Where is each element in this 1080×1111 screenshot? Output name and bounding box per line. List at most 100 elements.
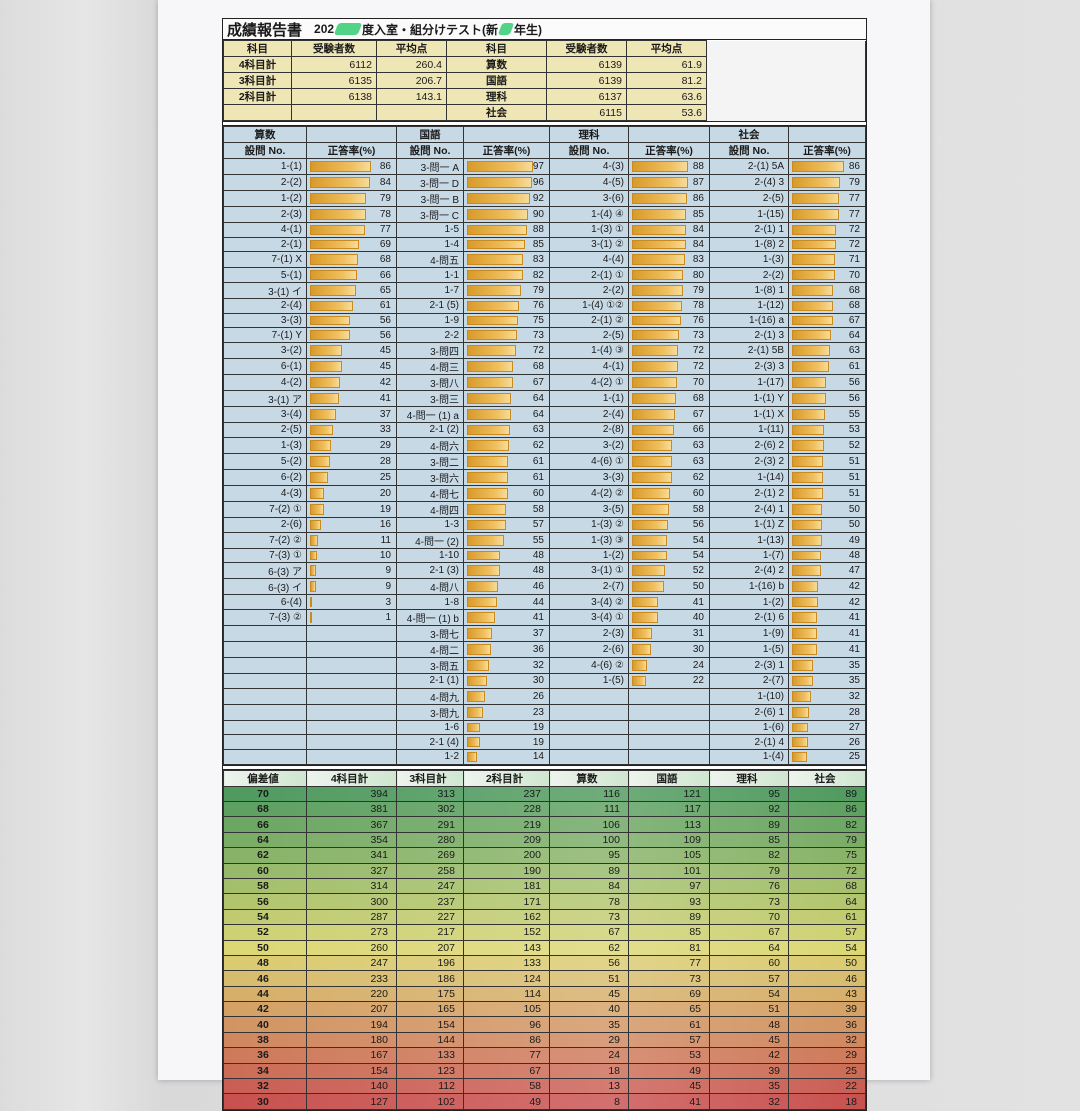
correct-rate-bar (792, 455, 823, 467)
report-title: 成績報告書 (227, 21, 303, 39)
question-no: 4-(3) (549, 158, 629, 175)
correct-rate-cell (628, 748, 710, 765)
deviation-score: 287 (306, 908, 397, 926)
deviation-score: 313 (396, 785, 464, 803)
question-no: 1-(6) (709, 719, 789, 736)
correct-rate-value: 72 (692, 345, 704, 357)
correct-rate-bar (467, 690, 485, 702)
correct-rate-cell (306, 734, 397, 750)
correct-rate-bar (792, 534, 822, 546)
deviation-row: 34 154 123 67 18 49 39 25 (223, 1062, 866, 1080)
question-no: 1-10 (396, 547, 464, 564)
deviation-score: 40 (549, 1001, 629, 1018)
correct-rate-value: 85 (692, 209, 704, 220)
correct-rate-cell: 78 (628, 298, 710, 314)
deviation-score: 18 (549, 1062, 629, 1080)
deviation-score: 64 (709, 939, 789, 956)
correct-rate-cell: 65 (306, 282, 397, 300)
question-row: 4-(3) 20 4-問七 60 4-(2) ② 60 2-(1) 2 51 (223, 484, 866, 502)
deviation-row: 40 194 154 96 35 61 48 36 (223, 1016, 866, 1033)
deviation-score: 41 (628, 1093, 710, 1110)
deviation-score: 133 (396, 1047, 464, 1064)
correct-rate-cell (628, 734, 710, 750)
deviation-score: 186 (396, 970, 464, 987)
summary-value: 53.6 (626, 104, 707, 121)
deviation-score: 53 (628, 1047, 710, 1064)
deviation-score: 67 (709, 924, 789, 941)
question-no: 2-(2) (709, 267, 789, 284)
correct-rate-bar (792, 209, 839, 220)
deviation-score: 165 (396, 1001, 464, 1018)
correct-rate-value: 33 (379, 424, 391, 436)
correct-rate-bar (467, 330, 517, 341)
correct-rate-value: 50 (848, 503, 860, 515)
correct-rate-value: 48 (532, 565, 544, 577)
correct-rate-value: 83 (692, 254, 704, 266)
correct-rate-cell: 26 (463, 687, 550, 705)
correct-rate-cell: 86 (628, 190, 710, 207)
deviation-value: 34 (223, 1062, 307, 1080)
question-no: 2-(5) (223, 422, 307, 438)
correct-rate-cell: 52 (788, 436, 866, 454)
deviation-score: 247 (306, 954, 397, 972)
correct-rate-value: 79 (692, 285, 704, 297)
correct-rate-cell: 22 (628, 672, 710, 689)
deviation-header: 偏差値 (223, 769, 307, 787)
correct-rate-bar (792, 285, 834, 297)
deviation-header: 4科目計 (306, 769, 397, 787)
question-row: 1-(3) 29 4-問六 62 3-(2) 63 2-(6) 2 52 (223, 436, 866, 454)
summary-value (376, 104, 447, 121)
question-no: 3-問八 (396, 374, 464, 392)
correct-rate-cell: 71 (788, 251, 866, 269)
question-no: 7-(2) ② (223, 531, 307, 549)
correct-rate-bar (632, 425, 675, 435)
correct-rate-value: 48 (532, 549, 544, 561)
question-no (549, 703, 629, 721)
correct-rate-bar (310, 439, 331, 451)
correct-rate-value: 32 (532, 659, 544, 671)
question-no: 1-(14) (709, 468, 789, 486)
correct-rate-value: 42 (379, 377, 391, 389)
correct-rate-value: 86 (848, 161, 860, 172)
correct-rate-value: 68 (379, 254, 391, 266)
deviation-score: 237 (396, 893, 464, 910)
question-no: 1-(12) (709, 298, 789, 314)
deviation-score: 327 (306, 862, 397, 879)
deviation-score: 106 (549, 816, 629, 833)
correct-rate-cell: 51 (788, 452, 866, 470)
correct-rate-value: 54 (692, 534, 704, 546)
correct-rate-value: 63 (532, 424, 544, 436)
correct-rate-value: 48 (848, 549, 860, 561)
question-row: 6-(1) 45 4-問三 68 4-(1) 72 2-(3) 3 61 (223, 358, 866, 376)
question-no: 2-(7) (549, 578, 629, 596)
correct-rate-bar (632, 503, 670, 515)
deviation-score: 105 (628, 847, 710, 864)
correct-rate-cell (306, 748, 397, 765)
correct-rate-value: 78 (692, 300, 704, 312)
correct-rate-cell: 25 (306, 468, 397, 486)
correct-rate-cell: 46 (463, 578, 550, 596)
correct-rate-bar (467, 254, 524, 266)
correct-rate-cell: 90 (463, 206, 550, 223)
question-no (223, 748, 307, 765)
correct-rate-cell: 41 (463, 608, 550, 626)
correct-rate-bar (467, 597, 497, 607)
deviation-score: 86 (463, 1031, 550, 1049)
correct-rate-cell: 64 (463, 406, 550, 424)
question-no: 2-(2) (223, 174, 307, 191)
deviation-score: 219 (463, 816, 550, 833)
question-no: 2-(1) 5B (709, 342, 789, 360)
correct-rate-cell: 19 (306, 500, 397, 518)
deviation-score: 273 (306, 924, 397, 941)
question-no: 2-(4) 2 (709, 562, 789, 580)
correct-rate-value: 41 (532, 611, 544, 623)
correct-rate-value: 56 (379, 315, 391, 327)
correct-rate-bar (467, 471, 509, 483)
correct-rate-value: 87 (692, 177, 704, 188)
correct-rate-value: 68 (532, 361, 544, 373)
deviation-score: 45 (549, 985, 629, 1003)
deviation-score: 237 (463, 785, 550, 803)
correct-rate-bar (467, 675, 488, 686)
correct-rate-cell: 47 (788, 562, 866, 580)
correct-rate-bar (467, 550, 500, 561)
